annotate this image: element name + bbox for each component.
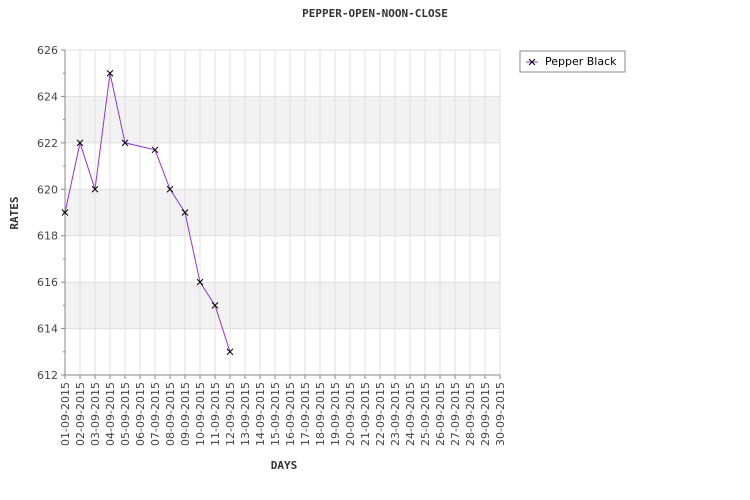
plot-band bbox=[65, 282, 500, 329]
x-tick-label: 24-09-2015 bbox=[404, 382, 417, 446]
data-point bbox=[121, 139, 129, 147]
y-tick-label: 616 bbox=[37, 276, 58, 289]
x-tick-label: 23-09-2015 bbox=[389, 382, 402, 446]
x-tick-label: 14-09-2015 bbox=[254, 382, 267, 446]
y-axis-title: RATES bbox=[8, 196, 21, 229]
x-axis-ticks: 01-09-2015 02-09-2015 03-09-2015 04-09-2015… bbox=[59, 375, 507, 446]
x-tick-label: 12-09-2015 bbox=[224, 382, 237, 446]
data-point bbox=[181, 209, 189, 216]
x-tick-label: 15-09-2015 bbox=[269, 382, 282, 446]
y-axis-ticks: 612 614 616 618 620 622 624 626 bbox=[37, 44, 65, 382]
y-tick-label: 622 bbox=[37, 137, 58, 150]
data-point bbox=[151, 146, 159, 154]
x-tick-label: 19-09-2015 bbox=[329, 382, 342, 446]
x-tick-label: 04-09-2015 bbox=[104, 382, 117, 446]
y-tick-label: 614 bbox=[37, 323, 58, 336]
x-tick-label: 22-09-2015 bbox=[374, 382, 387, 446]
x-tick-label: 17-09-2015 bbox=[299, 382, 312, 446]
x-tick-label: 05-09-2015 bbox=[119, 382, 132, 446]
data-point bbox=[196, 278, 204, 286]
y-tick-label: 620 bbox=[37, 183, 58, 196]
data-point bbox=[61, 209, 69, 216]
y-tick-label: 612 bbox=[37, 369, 58, 382]
grid-lines bbox=[64, 49, 501, 376]
x-tick-label: 10-09-2015 bbox=[194, 382, 207, 446]
data-point bbox=[211, 302, 219, 309]
x-tick-label: 25-09-2015 bbox=[419, 382, 432, 446]
x-tick-label: 06-09-2015 bbox=[134, 382, 147, 446]
data-point bbox=[91, 185, 99, 193]
legend-marker-icon bbox=[528, 58, 536, 66]
x-tick-label: 27-09-2015 bbox=[449, 382, 462, 446]
plot-band bbox=[65, 189, 500, 236]
x-tick-label: 07-09-2015 bbox=[149, 382, 162, 446]
legend-box bbox=[519, 50, 626, 73]
x-tick-label: 20-09-2015 bbox=[344, 382, 357, 446]
plot-background bbox=[65, 50, 500, 375]
y-tick-label: 624 bbox=[37, 90, 58, 103]
x-tick-label: 11-09-2015 bbox=[209, 382, 222, 446]
x-tick-label: 26-09-2015 bbox=[434, 382, 447, 446]
x-axis-title: DAYS bbox=[271, 459, 298, 472]
data-point bbox=[76, 139, 84, 147]
data-point bbox=[226, 348, 234, 356]
x-tick-label: 08-09-2015 bbox=[164, 382, 177, 446]
chart-title: PEPPER-OPEN-NOON-CLOSE bbox=[302, 7, 448, 20]
legend: Pepper Black bbox=[519, 50, 626, 73]
x-tick-label: 29-09-2015 bbox=[479, 382, 492, 446]
y-tick-label: 626 bbox=[37, 44, 58, 57]
plot-band bbox=[65, 96, 500, 143]
x-tick-label: 21-09-2015 bbox=[359, 382, 372, 446]
x-tick-label: 13-09-2015 bbox=[239, 382, 252, 446]
x-tick-label: 30-09-2015 bbox=[494, 382, 507, 446]
x-tick-label: 16-09-2015 bbox=[284, 382, 297, 446]
x-tick-label: 18-09-2015 bbox=[314, 382, 327, 446]
x-tick-label: 03-09-2015 bbox=[89, 382, 102, 446]
series-pepper-black bbox=[61, 69, 234, 356]
x-tick-label: 28-09-2015 bbox=[464, 382, 477, 446]
x-tick-label: 09-09-2015 bbox=[179, 382, 192, 446]
data-point bbox=[106, 69, 114, 77]
data-point bbox=[166, 185, 174, 193]
y-tick-label: 618 bbox=[37, 230, 58, 243]
legend-label: Pepper Black bbox=[545, 55, 617, 68]
x-tick-label: 01-09-2015 bbox=[59, 382, 72, 446]
x-tick-label: 02-09-2015 bbox=[74, 382, 87, 446]
